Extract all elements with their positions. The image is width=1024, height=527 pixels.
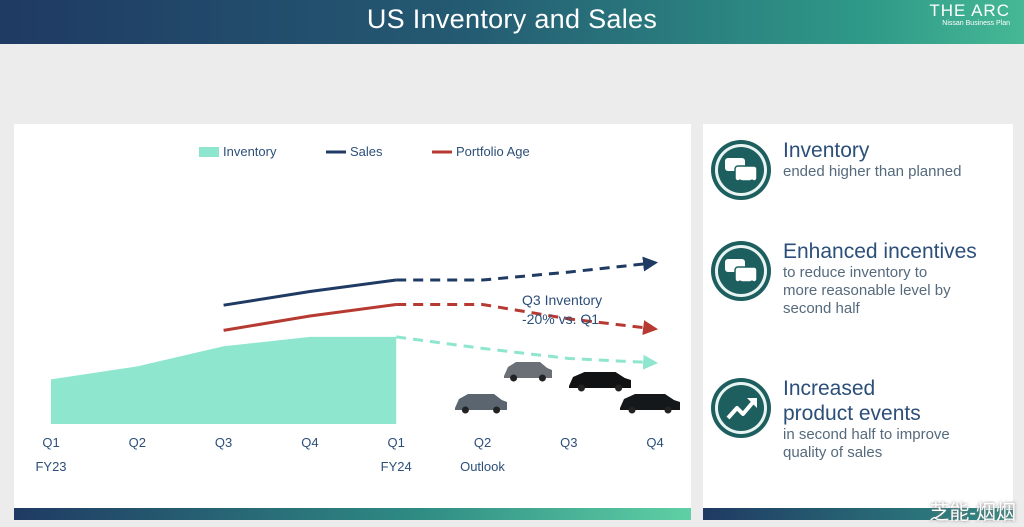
car-wheel [577,384,585,392]
watermark: 芝能-烟烟 [929,502,1016,524]
x-tick-label: Q4 [646,435,663,450]
info-text: in second half to improve [783,426,950,443]
logo: THE ARC Nissan Business Plan [929,2,1010,28]
info-heading: Increased [783,377,876,400]
x-tick-label: Q2 [129,435,146,450]
car-wheel [461,406,469,414]
car-image [569,372,631,388]
car-wheel [510,374,518,382]
car-image [504,362,552,378]
page-title: US Inventory and Sales [366,4,658,34]
legend-label: Inventory [223,144,277,159]
info-text: quality of sales [783,444,883,461]
x-tick-label: Q3 [215,435,232,450]
series-sales-line [223,278,397,307]
cars-icon [711,241,771,301]
legend-swatch [199,147,219,157]
annotation-text: -20% vs. Q1 [522,311,599,327]
x-tick-label: Q2 [474,435,491,450]
series-portfolio-age-outlook [396,302,659,336]
info-heading-2: product events [783,402,921,425]
x-tick-label: Q3 [560,435,577,450]
chart-card: Inventory Sales Portfolio Age Q3 Inventory -… [14,124,691,520]
inventory-sales-chart: Inventory Sales Portfolio Age Q3 Inventory -… [35,144,680,474]
car-wheel [628,406,636,414]
period-label: FY24 [381,459,412,474]
info-text: ended higher than planned [783,163,962,180]
x-tick-label: Q4 [301,435,318,450]
panel-bottom-strip [703,508,1013,520]
cars-icon [711,140,771,200]
legend-label: Sales [350,144,383,159]
series-inventory-area [51,336,397,424]
series-sales-outlook [396,256,659,282]
header-bar [0,0,1024,44]
period-label: FY23 [35,459,66,474]
series-portfolio-age-line [223,302,397,332]
car-wheel [615,384,623,392]
car-wheel [538,374,546,382]
period-label: Outlook [460,459,505,474]
trend-up-icon [711,378,771,438]
info-heading: Inventory [783,139,870,162]
info-text: more reasonable level by [783,282,951,299]
legend-label: Portfolio Age [456,144,530,159]
logo-title: THE ARC [929,1,1010,20]
info-text: to reduce inventory to [783,264,928,281]
car-wheel [664,406,672,414]
car-wheel [493,406,501,414]
logo-subtitle: Nissan Business Plan [942,20,1010,27]
x-tick-label: Q1 [42,435,59,450]
x-tick-label: Q1 [388,435,405,450]
info-panel: Inventory ended higher than planned Enha… [703,124,1013,520]
info-heading: Enhanced incentives [783,240,977,263]
annotation-text: Q3 Inventory [522,292,602,308]
info-text: second half [783,300,860,317]
car-image [455,394,507,410]
series-inventory-outlook [396,335,659,370]
chart-bottom-strip [14,508,691,520]
car-image [620,394,680,410]
